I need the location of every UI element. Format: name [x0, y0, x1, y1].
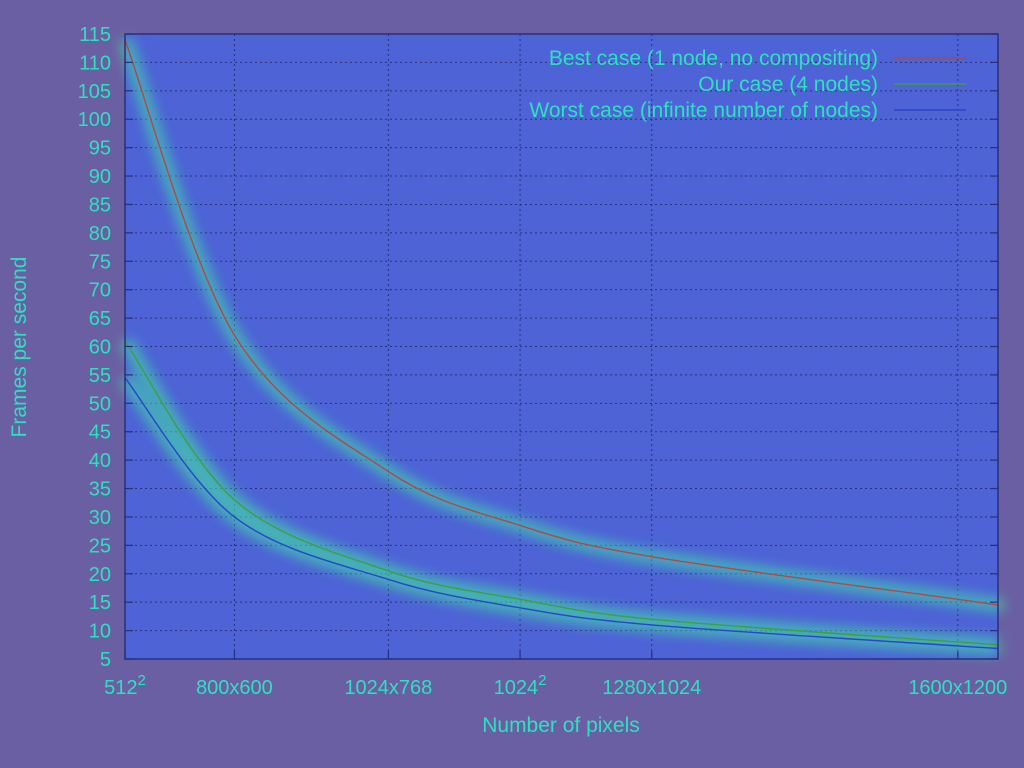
y-tick-label: 100	[78, 109, 111, 131]
y-tick-label: 90	[89, 166, 111, 188]
y-tick-label: 60	[89, 337, 111, 359]
legend-label: Best case (1 node, no compositing)	[549, 47, 878, 70]
y-axis-title: Frames per second	[8, 257, 31, 438]
y-tick-label: 65	[89, 308, 111, 330]
x-tick-label: 1600x1200	[908, 677, 1007, 699]
y-tick-label: 45	[89, 422, 111, 444]
y-tick-label: 110	[79, 52, 111, 74]
y-tick-label: 15	[89, 592, 111, 614]
x-axis-ticks: 5122 800x600 1024x768 10242 1280x1024 1600x12…	[104, 651, 1007, 699]
y-tick-label: 105	[78, 81, 111, 103]
y-tick-label: 10	[89, 621, 111, 643]
grid-lines	[124, 33, 998, 660]
legend: Best case (1 node, no compositing) Our ca…	[529, 47, 966, 122]
y-tick-label: 95	[89, 138, 111, 160]
y-axis-ticks: 5 10 15 20 25 30 35 40 45 50 55 60 65 70 75 80 85 90 95 100…	[78, 24, 998, 671]
series-lines	[124, 39, 999, 650]
y-tick-label: 70	[89, 280, 111, 302]
y-tick-label: 55	[89, 365, 111, 387]
y-tick-label: 25	[89, 535, 111, 557]
x-tick-label: 1280x1024	[602, 677, 701, 699]
y-tick-label: 35	[89, 479, 111, 501]
y-tick-label: 85	[89, 194, 111, 216]
x-tick-label: 1024x768	[344, 677, 432, 699]
series-line-2	[124, 340, 999, 646]
y-tick-label: 50	[89, 393, 111, 415]
y-tick-label: 30	[89, 507, 111, 529]
y-tick-label: 80	[89, 223, 111, 245]
y-tick-label: 20	[89, 564, 111, 586]
series-line-1	[124, 39, 999, 606]
x-tick-label: 800x600	[196, 677, 273, 699]
x-tick-label: 10242	[494, 672, 547, 699]
y-tick-label: 5	[100, 649, 111, 671]
y-tick-label: 40	[89, 450, 111, 472]
y-tick-label: 115	[79, 24, 111, 46]
x-axis-title: Number of pixels	[482, 714, 640, 737]
series-line-3	[124, 377, 999, 650]
y-tick-label: 75	[89, 251, 111, 273]
legend-label: Our case (4 nodes)	[698, 73, 878, 96]
x-tick-label: 5122	[104, 672, 146, 699]
legend-label: Worst case (infinite number of nodes)	[529, 99, 878, 122]
